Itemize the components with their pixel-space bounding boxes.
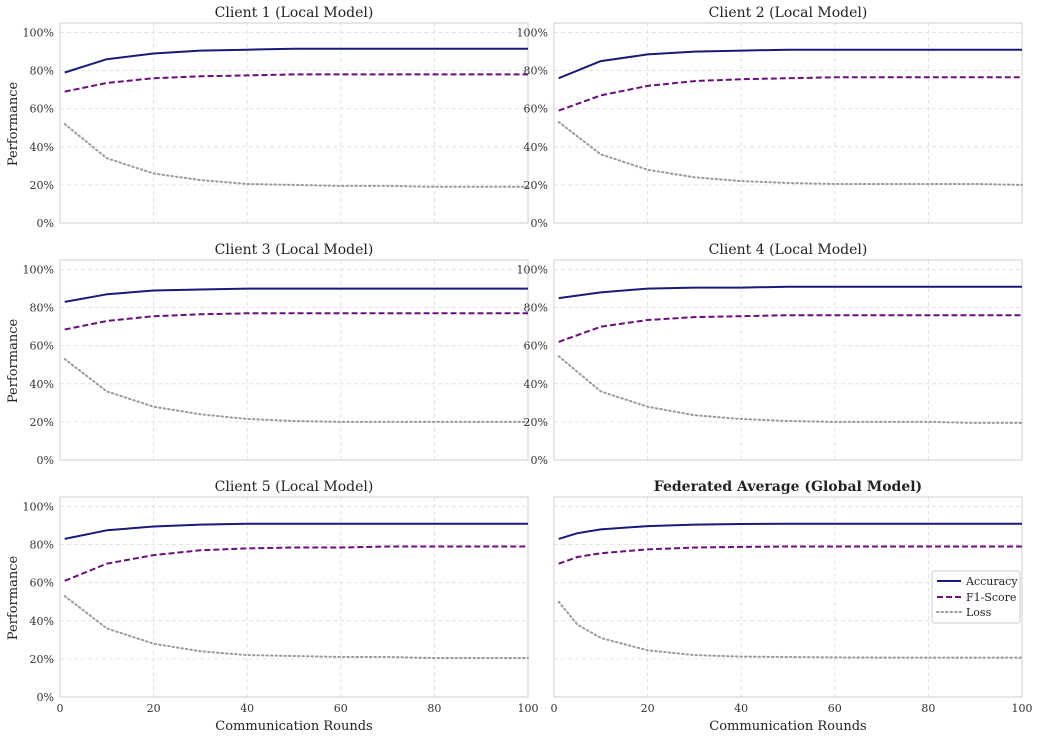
y-tick-label: 60% — [524, 340, 548, 353]
y-tick-label: 20% — [30, 416, 54, 429]
panel-title: Client 3 (Local Model) — [215, 242, 374, 258]
plot-area: 0 20 40 60 80 100 — [551, 496, 1033, 715]
x-tick-label: 0 — [551, 702, 558, 715]
x-tick-label: 40 — [734, 702, 748, 715]
x-tick-label: 60 — [334, 702, 348, 715]
x-tick-label: 100 — [1012, 702, 1033, 715]
series-line-f1-score — [64, 73, 528, 93]
y-tick-label: 40% — [30, 141, 54, 154]
panel-client-1: Client 1 (Local Model) — [215, 5, 374, 21]
plot-frame — [553, 259, 1023, 461]
series-line-f1-score — [558, 545, 1022, 565]
panel-title: Client 4 (Local Model) — [709, 242, 868, 258]
series-line-f1-score — [558, 76, 1022, 112]
y-tick-label: 40% — [30, 378, 54, 391]
x-axis-label: Communication Rounds — [215, 719, 372, 734]
series-line-loss — [557, 355, 1023, 424]
series-line-loss — [63, 123, 529, 188]
legend-loss-label: Loss — [966, 606, 992, 619]
y-tick-label: 0% — [37, 217, 54, 230]
series-line-loss — [63, 358, 529, 423]
x-tick-label: 0 — [57, 702, 64, 715]
legend-box — [931, 570, 1021, 624]
x-tick-label: 20 — [641, 702, 655, 715]
y-tick-label: 0% — [531, 454, 548, 467]
y-tick-label: 0% — [531, 217, 548, 230]
panel-global-model: Federated Average (Global Model) — [654, 479, 922, 495]
series-line-accuracy — [64, 47, 528, 74]
plot-frame — [59, 496, 529, 698]
plot-area: 0% 20% 40% 60% 80% 100% — [517, 259, 1023, 467]
series-line-loss — [557, 600, 1023, 659]
y-tick-label: 60% — [30, 340, 54, 353]
panel-client-5: Client 5 (Local Model) — [215, 479, 374, 495]
series-line-loss — [63, 595, 529, 659]
y-tick-label: 60% — [30, 103, 54, 116]
series-line-loss — [557, 121, 1023, 186]
series-line-f1-score — [64, 312, 528, 331]
y-tick-label: 80% — [524, 302, 548, 315]
plot-frame — [553, 496, 1023, 698]
y-tick-label: 80% — [30, 65, 54, 78]
legend: Accuracy F1-Score Loss — [931, 570, 1021, 624]
plot-area: 0% 20% 40% 60% 80% 100% — [23, 22, 529, 230]
series-line-accuracy — [64, 287, 528, 303]
series-line-accuracy — [558, 285, 1022, 300]
panel-title: Client 5 (Local Model) — [215, 479, 374, 495]
plot-frame — [553, 22, 1023, 224]
y-tick-label: 80% — [524, 65, 548, 78]
legend-f1-label: F1-Score — [966, 591, 1016, 604]
x-axis-label: Communication Rounds — [709, 719, 866, 734]
x-tick-label: 80 — [427, 702, 441, 715]
y-tick-label: 0% — [37, 691, 54, 704]
panel-client-4: Client 4 (Local Model) — [709, 242, 868, 258]
plot-area: 0% 20% 40% 60% 80% 100% 0 20 40 60 80 100 — [23, 496, 539, 715]
series-line-f1-score — [64, 545, 528, 582]
legend-accuracy-label: Accuracy — [965, 575, 1018, 588]
panel-client-3: Client 3 (Local Model) — [215, 242, 374, 258]
y-axis-label: Performance — [6, 319, 21, 404]
panel-title: Client 1 (Local Model) — [215, 5, 374, 21]
plot-area: 0% 20% 40% 60% 80% 100% — [517, 22, 1023, 230]
y-axis-label: Performance — [6, 82, 21, 167]
x-tick-label: 40 — [240, 702, 254, 715]
series-line-accuracy — [558, 48, 1022, 80]
y-tick-label: 20% — [524, 179, 548, 192]
y-tick-label: 40% — [524, 378, 548, 391]
x-tick-label: 80 — [921, 702, 935, 715]
y-tick-label: 100% — [23, 27, 54, 40]
plot-frame — [59, 22, 529, 224]
y-tick-label: 20% — [524, 416, 548, 429]
y-tick-label: 60% — [30, 577, 54, 590]
y-tick-label: 20% — [30, 179, 54, 192]
y-tick-label: 40% — [524, 141, 548, 154]
y-tick-label: 80% — [30, 302, 54, 315]
y-tick-label: 80% — [30, 539, 54, 552]
plot-frame — [59, 259, 529, 461]
y-tick-label: 20% — [30, 653, 54, 666]
x-tick-label: 100 — [518, 702, 539, 715]
y-tick-label: 100% — [517, 27, 548, 40]
series-line-f1-score — [558, 314, 1022, 343]
plot-area: 0% 20% 40% 60% 80% 100% — [23, 259, 529, 467]
y-tick-label: 40% — [30, 615, 54, 628]
panel-title: Client 2 (Local Model) — [709, 5, 868, 21]
series-line-accuracy — [64, 522, 528, 540]
y-tick-label: 100% — [517, 264, 548, 277]
panel-title: Federated Average (Global Model) — [654, 479, 922, 495]
x-tick-label: 60 — [828, 702, 842, 715]
y-axis-label: Performance — [6, 556, 21, 641]
y-tick-label: 100% — [23, 264, 54, 277]
y-tick-label: 60% — [524, 103, 548, 116]
y-tick-label: 100% — [23, 501, 54, 514]
y-tick-label: 0% — [37, 454, 54, 467]
x-tick-label: 20 — [147, 702, 161, 715]
series-line-accuracy — [558, 522, 1022, 540]
panel-client-2: Client 2 (Local Model) — [709, 5, 868, 21]
